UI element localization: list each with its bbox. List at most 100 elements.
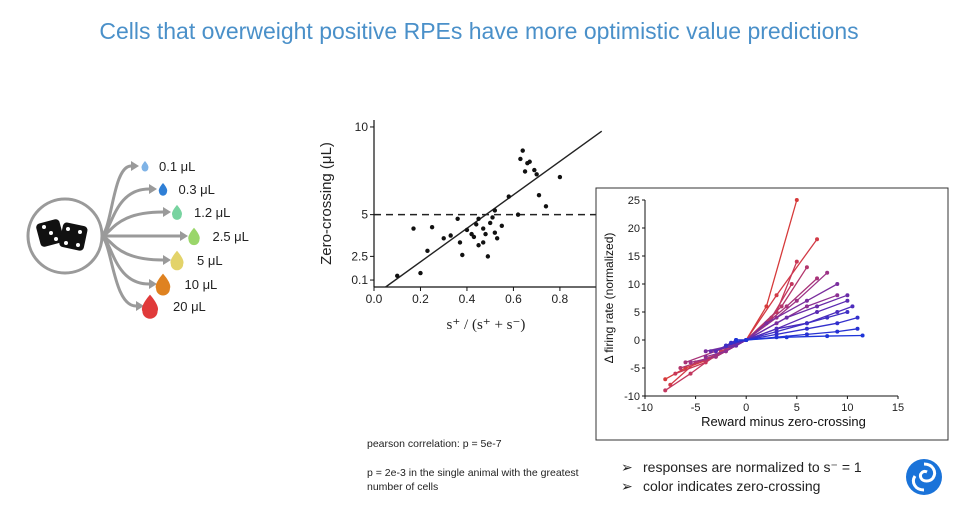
bullet-item: ➢ color indicates zero-crossing bbox=[621, 478, 821, 494]
branch-lines bbox=[99, 161, 188, 311]
data-point bbox=[483, 231, 488, 237]
water-drop-icon bbox=[188, 227, 200, 246]
series-point bbox=[804, 304, 809, 309]
x-axis-label: s⁺ / (s⁺ + s⁻) bbox=[447, 317, 526, 333]
series-point bbox=[794, 198, 799, 202]
series-point bbox=[835, 321, 840, 326]
y-axis-label: Zero-crossing (μL) bbox=[318, 142, 335, 265]
series-point bbox=[708, 349, 713, 354]
x-tick-label: 0.0 bbox=[366, 292, 383, 306]
y-tick-label: 5 bbox=[634, 307, 640, 319]
series-point bbox=[683, 360, 688, 365]
data-point bbox=[527, 159, 532, 164]
data-point bbox=[518, 156, 523, 162]
series-point bbox=[663, 388, 668, 393]
chart-frame bbox=[595, 187, 949, 441]
series-point bbox=[815, 276, 820, 281]
series-point bbox=[774, 329, 779, 334]
data-point bbox=[481, 240, 486, 245]
series-point bbox=[825, 334, 830, 339]
data-point bbox=[506, 194, 511, 199]
series-point bbox=[855, 326, 860, 331]
reward-label: 2.5 μL bbox=[213, 229, 249, 244]
data-point bbox=[494, 236, 500, 241]
series-point bbox=[835, 310, 840, 314]
series-point bbox=[688, 360, 693, 365]
branch-arrowhead bbox=[149, 184, 157, 194]
data-point bbox=[490, 215, 495, 220]
series-point bbox=[789, 282, 794, 286]
series-point bbox=[673, 371, 678, 376]
data-point bbox=[499, 223, 505, 228]
data-point bbox=[429, 224, 435, 230]
series-point bbox=[825, 315, 830, 320]
data-point bbox=[455, 216, 460, 222]
series-point bbox=[734, 343, 739, 348]
dice-icon bbox=[36, 219, 88, 251]
series-point bbox=[729, 340, 734, 345]
firing-rate-chart: -10 -5 0 5 10 15 20 25 -10 -5 0 5 10 15 Reward minus z… bbox=[595, 187, 949, 441]
series-line bbox=[710, 294, 848, 352]
series-point bbox=[734, 338, 739, 342]
series-point bbox=[835, 329, 840, 334]
y-tick-label: -5 bbox=[630, 363, 640, 375]
y-tick-label: 10 bbox=[628, 279, 640, 291]
series-point bbox=[774, 293, 779, 298]
y-tick-label: 25 bbox=[628, 195, 640, 207]
series-point bbox=[688, 371, 693, 376]
data-point bbox=[471, 234, 477, 240]
series-point bbox=[860, 333, 865, 338]
x-axis-label: Reward minus zero-crossing bbox=[701, 414, 866, 429]
data-point bbox=[476, 243, 481, 248]
x-tick-label: 0 bbox=[743, 402, 749, 414]
x-tick-label: 5 bbox=[794, 402, 800, 414]
series-point bbox=[723, 349, 728, 354]
single-animal-note: p = 2e-3 in the single animal with the g… bbox=[367, 467, 579, 493]
data-point bbox=[457, 240, 463, 245]
series-point bbox=[744, 338, 749, 342]
series-point bbox=[678, 366, 683, 370]
data-point bbox=[520, 148, 525, 153]
series-point bbox=[804, 265, 809, 270]
y-axis-label: Δ firing rate (normalized) bbox=[602, 233, 616, 364]
y-tick-label: 2.5 bbox=[351, 249, 368, 263]
bullet-list: ➢ responses are normalized to s⁻ = 1 ➢ col… bbox=[621, 458, 862, 496]
x-tick-label: 0.6 bbox=[505, 292, 522, 306]
data-point bbox=[515, 212, 521, 217]
x-tick-label: -5 bbox=[691, 402, 701, 414]
scatter-plot: 0.1 2.5 5 10 0.0 0.2 0.4 0.6 0.8 s⁺ / (s⁺ + s⁻) Ze… bbox=[318, 120, 618, 333]
series-point bbox=[703, 349, 708, 354]
series-point bbox=[835, 293, 840, 298]
series-point bbox=[764, 321, 769, 326]
data-point bbox=[395, 273, 400, 279]
water-drop-icon bbox=[170, 250, 184, 271]
data-point bbox=[543, 204, 549, 209]
series-point bbox=[774, 332, 779, 337]
reward-label: 20 μL bbox=[173, 299, 206, 314]
x-tick-label: 0.2 bbox=[412, 292, 429, 306]
series-point bbox=[804, 298, 809, 303]
series-point bbox=[774, 326, 779, 331]
series-point bbox=[815, 237, 820, 242]
data-point bbox=[441, 236, 446, 241]
data-point bbox=[474, 222, 479, 227]
x-tick-label: 15 bbox=[892, 402, 904, 414]
series-point bbox=[794, 298, 799, 303]
reward-label: 1.2 μL bbox=[194, 205, 230, 220]
branch-arrowhead bbox=[180, 231, 188, 241]
water-drop-icon bbox=[141, 161, 149, 172]
data-point bbox=[536, 192, 542, 198]
branch-arrowhead bbox=[136, 301, 144, 311]
series-point bbox=[815, 310, 820, 314]
series-point bbox=[804, 321, 809, 326]
series-point bbox=[845, 310, 850, 314]
branch-arrowhead bbox=[149, 279, 157, 289]
x-tick-label: 0.4 bbox=[459, 292, 476, 306]
bullet-item: ➢ responses are normalized to s⁻ = 1 bbox=[621, 459, 862, 475]
arrow-icon: ➢ bbox=[621, 478, 633, 494]
data-point bbox=[418, 270, 423, 276]
data-point bbox=[492, 230, 498, 235]
series-point bbox=[825, 270, 830, 275]
data-point bbox=[411, 226, 416, 231]
series-point bbox=[779, 304, 784, 309]
